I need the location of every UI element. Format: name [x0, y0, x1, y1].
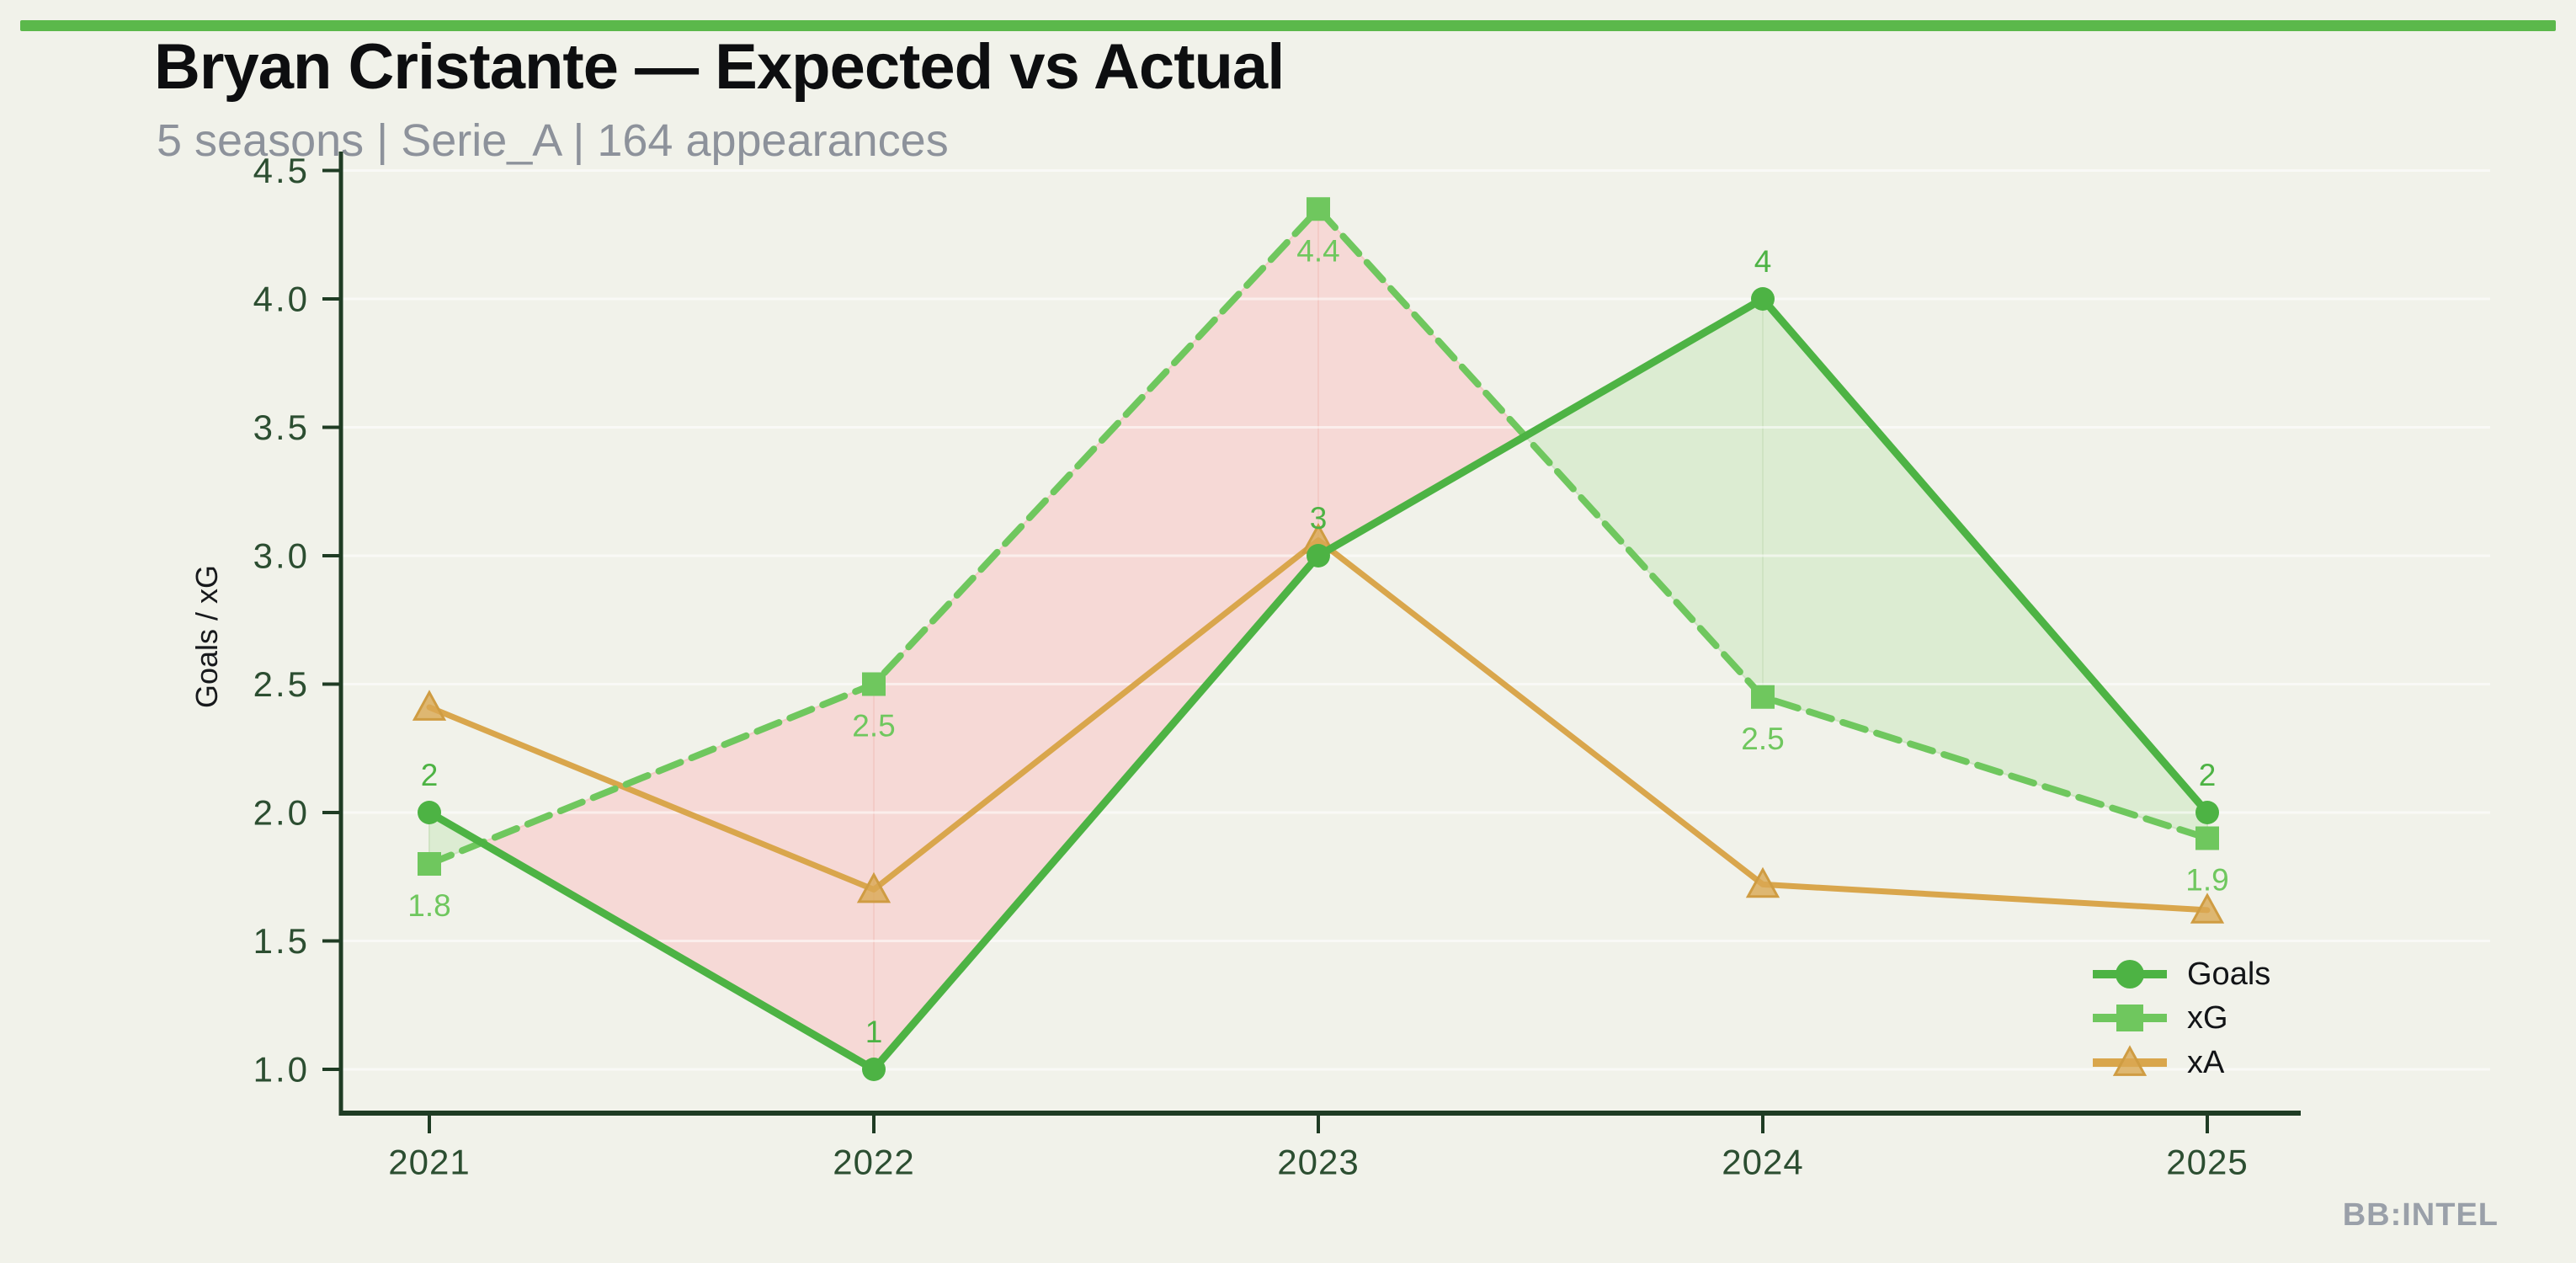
y-tick-label: 4.5 — [253, 151, 310, 190]
y-tick-label: 2.5 — [253, 664, 310, 704]
legend-item-xa: xA — [2093, 1045, 2225, 1080]
xa-marker — [1745, 866, 1780, 898]
legend-label: Goals — [2187, 957, 2270, 992]
xa-marker — [2190, 893, 2225, 924]
xg-point-label: 1.9 — [2185, 863, 2228, 898]
y-tick-label: 3.5 — [253, 408, 310, 447]
x-tick-label: 2021 — [388, 1142, 470, 1181]
goals-marker — [2195, 801, 2219, 824]
y-tick-label: 4.0 — [253, 280, 310, 319]
fill-xg-above-goals — [1317, 206, 1527, 557]
xg-point-label: 2.5 — [852, 709, 895, 743]
axes: 1.0 1.5 2.0 2.5 3.0 3.5 4.0 4.5 2021 2022 2023 2024… — [253, 151, 2301, 1181]
y-tick-label: 3.0 — [253, 536, 310, 576]
xg-marker — [1751, 685, 1775, 709]
brand-watermark: BB:INTEL — [2342, 1197, 2499, 1233]
goals-point-label: 1 — [865, 1015, 883, 1049]
series-xg: 1.8 2.5 4.4 2.5 1.9 — [407, 197, 2229, 923]
xa-marker — [856, 871, 891, 903]
legend-label: xG — [2187, 1000, 2228, 1036]
goals-point-label: 4 — [1754, 244, 1772, 279]
series-goals: 2 1 3 4 2 — [418, 244, 2219, 1081]
page-subtitle: 5 seasons | Serie_A | 164 appearances — [157, 115, 949, 166]
fill-goals-above-xg — [1524, 297, 1764, 700]
x-tick-label: 2023 — [1277, 1142, 1359, 1181]
xg-marker — [418, 852, 441, 876]
xg-marker — [1307, 197, 1330, 221]
y-tick-label: 1.0 — [253, 1050, 310, 1090]
xg-point-label: 4.4 — [1296, 233, 1339, 268]
y-tick-label: 1.5 — [253, 921, 310, 961]
y-axis-title: Goals / xG — [189, 565, 224, 708]
legend-item-goals: Goals — [2093, 957, 2270, 992]
goals-point-label: 3 — [1310, 501, 1328, 536]
goals-point-label: 2 — [2199, 758, 2217, 792]
xg-point-label: 2.5 — [1741, 722, 1784, 756]
xg-marker — [862, 672, 886, 696]
xg-marker — [2195, 826, 2219, 850]
goals-marker — [862, 1058, 886, 1081]
x-tick-label: 2025 — [2166, 1142, 2248, 1181]
goals-point-label: 2 — [421, 758, 439, 792]
diff-fills — [428, 206, 2208, 1072]
goals-marker — [418, 801, 441, 824]
page-title: Bryan Cristante — Expected vs Actual — [154, 31, 1285, 103]
goals-marker — [1307, 544, 1330, 568]
accent-bar — [20, 20, 2556, 31]
xa-marker — [412, 690, 447, 721]
plot-area: 1.8 2.5 4.4 2.5 1.9 2 1 3 4 2 1.0 1.5 2.0 2.5 3.0 3.5 4.… — [189, 151, 2490, 1181]
x-tick-label: 2024 — [1722, 1142, 1803, 1181]
legend-triangle-marker — [2112, 1045, 2148, 1076]
series-xa — [412, 522, 2225, 924]
legend-label: xA — [2187, 1045, 2225, 1080]
legend-item-xg: xG — [2093, 1000, 2228, 1036]
goals-marker — [1751, 287, 1775, 311]
legend-square-marker — [2116, 1005, 2143, 1031]
legend: Goals xG xA — [2093, 957, 2270, 1080]
y-tick-label: 2.0 — [253, 793, 310, 833]
xg-point-label: 1.8 — [407, 888, 450, 923]
x-tick-label: 2022 — [833, 1142, 914, 1181]
legend-circle-marker — [2116, 960, 2144, 989]
